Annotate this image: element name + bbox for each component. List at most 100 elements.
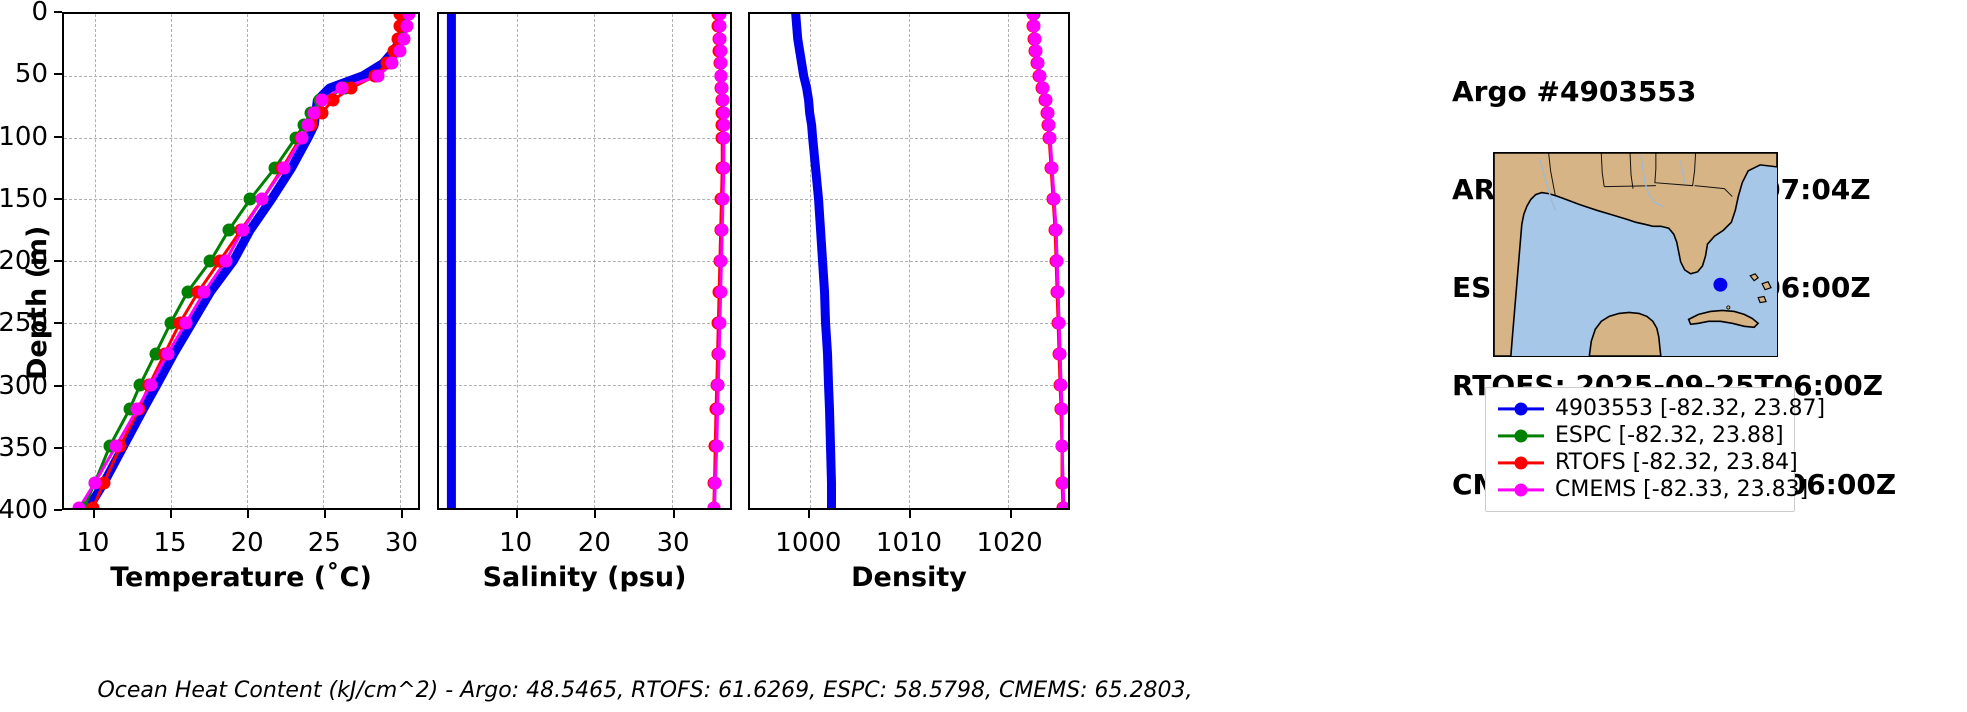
series-marker-cmems	[1042, 118, 1056, 132]
xtick-label-10: 10	[76, 528, 110, 558]
series-marker-cmems	[714, 44, 728, 58]
gridline-x-1010	[909, 14, 910, 508]
legend-item-cmems[interactable]: CMEMS [-82.33, 23.83]	[1498, 476, 1808, 503]
xtick-label-10: 10	[499, 528, 533, 558]
legend-item-espc[interactable]: ESPC [-82.32, 23.88]	[1498, 422, 1784, 449]
series-marker-cmems	[72, 501, 86, 508]
series-marker-cmems	[385, 56, 399, 70]
gridline-depth-150	[64, 199, 418, 201]
ytick-label-150: 150	[0, 183, 48, 214]
series-legend: 4903553 [-82.32, 23.87] ESPC [-82.32, 23…	[1485, 387, 1825, 512]
series-marker-rtofs	[86, 501, 100, 508]
ytick-label-300: 300	[0, 370, 48, 401]
series-marker-cmems	[711, 402, 725, 416]
series-marker-cmems	[109, 439, 123, 453]
xtick-label-1010: 1010	[875, 528, 943, 558]
series-marker-cmems	[1029, 44, 1043, 58]
series-marker-cmems	[716, 93, 730, 107]
density-plot-frame	[748, 12, 1070, 510]
gridline-x-20	[594, 14, 596, 508]
ytick-label-100: 100	[0, 121, 48, 152]
gridline-x-20	[247, 14, 249, 508]
map-rivers	[1539, 154, 1686, 211]
ytick-mark-100	[54, 135, 62, 138]
series-marker-cmems	[1052, 316, 1066, 330]
land-bahamas-c	[1757, 295, 1767, 304]
series-marker-cmems	[219, 254, 233, 268]
legend-label-argo: 4903553 [-82.32, 23.87]	[1555, 396, 1826, 421]
series-marker-cmems	[1054, 378, 1068, 391]
xtick-mark-25	[324, 510, 327, 518]
gridline-x-1000	[809, 14, 811, 508]
series-marker-cmems	[1047, 192, 1061, 206]
legend-line-marker-argo	[1498, 399, 1544, 419]
gridline-depth-350	[439, 446, 730, 448]
series-marker-cmems	[1056, 476, 1068, 490]
series-marker-cmems	[1049, 223, 1063, 237]
series-marker-cmems	[397, 32, 411, 46]
density-panel: 1000 1010 1020 Density	[748, 12, 1070, 593]
series-marker-cmems	[1053, 347, 1067, 361]
series-marker-cmems	[1041, 106, 1055, 120]
ytick-mark-200	[54, 260, 62, 262]
legend-label-cmems: CMEMS [-82.33, 23.83]	[1555, 477, 1809, 502]
series-marker-cmems	[717, 161, 730, 175]
series-marker-cmems	[402, 14, 416, 21]
density-axis-title: Density	[851, 562, 967, 593]
series-marker-cmems	[715, 81, 729, 95]
xtick-label-30: 30	[656, 528, 690, 558]
location-map[interactable]	[1493, 152, 1778, 357]
legend-item-argo[interactable]: 4903553 [-82.32, 23.87]	[1498, 395, 1825, 422]
ytick-mark-0	[54, 11, 62, 13]
series-marker-cmems	[1036, 81, 1050, 95]
land-bahamas-b	[1761, 281, 1772, 291]
series-marker-cmems	[1027, 19, 1041, 33]
float-location-marker	[1713, 277, 1728, 292]
legend-item-rtofs[interactable]: RTOFS [-82.32, 23.84]	[1498, 449, 1798, 476]
temperature-series-layer	[64, 14, 418, 508]
ytick-label-50: 50	[14, 59, 48, 90]
series-marker-cmems	[708, 476, 722, 490]
ytick-label-200: 200	[0, 246, 48, 276]
gridline-x-10	[94, 14, 96, 508]
series-marker-cmems	[393, 44, 407, 58]
map-landmasses	[1494, 153, 1777, 356]
legend-label-espc: ESPC [-82.32, 23.88]	[1555, 423, 1784, 448]
series-marker-cmems	[714, 285, 728, 299]
series-marker-cmems	[714, 254, 728, 268]
series-marker-cmems	[713, 19, 727, 33]
series-marker-cmems	[236, 223, 250, 237]
ytick-mark-250	[54, 322, 62, 325]
series-marker-cmems	[1055, 439, 1068, 453]
series-marker-cmems	[717, 106, 730, 120]
land-yucatan	[1588, 311, 1662, 356]
xtick-mark-20	[594, 510, 597, 518]
xtick-mark-30	[673, 510, 675, 518]
legend-line-marker-espc	[1498, 426, 1544, 446]
gridline-depth-400	[64, 508, 418, 509]
gridline-x-30	[671, 14, 673, 508]
series-marker-cmems	[335, 81, 349, 95]
ytick-label-350: 350	[0, 432, 48, 463]
series-marker-rtofs	[326, 93, 340, 107]
series-marker-cmems	[714, 56, 728, 70]
ytick-mark-300	[54, 384, 62, 387]
series-marker-cmems	[1043, 131, 1057, 144]
series-marker-rtofs	[393, 14, 407, 21]
series-marker-cmems	[197, 285, 211, 299]
series-marker-cmems	[711, 378, 725, 391]
series-marker-espc	[222, 223, 236, 237]
xtick-mark-1000	[808, 510, 811, 518]
xtick-mark-15	[170, 510, 173, 518]
ocean-heat-content-caption: Ocean Heat Content (kJ/cm^2) - Argo: 48.…	[97, 678, 1193, 703]
ytick-label-250: 250	[0, 308, 48, 339]
ytick-mark-150	[54, 197, 62, 200]
gridline-depth-350	[64, 446, 418, 448]
series-marker-cmems	[255, 192, 269, 206]
series-marker-cmems	[1039, 93, 1053, 107]
xtick-mark-1010	[909, 510, 911, 518]
ytick-label-0: 0	[31, 0, 48, 27]
gridline-depth-50	[64, 75, 418, 77]
series-marker-espc	[243, 192, 257, 206]
series-marker-cmems	[713, 14, 727, 21]
